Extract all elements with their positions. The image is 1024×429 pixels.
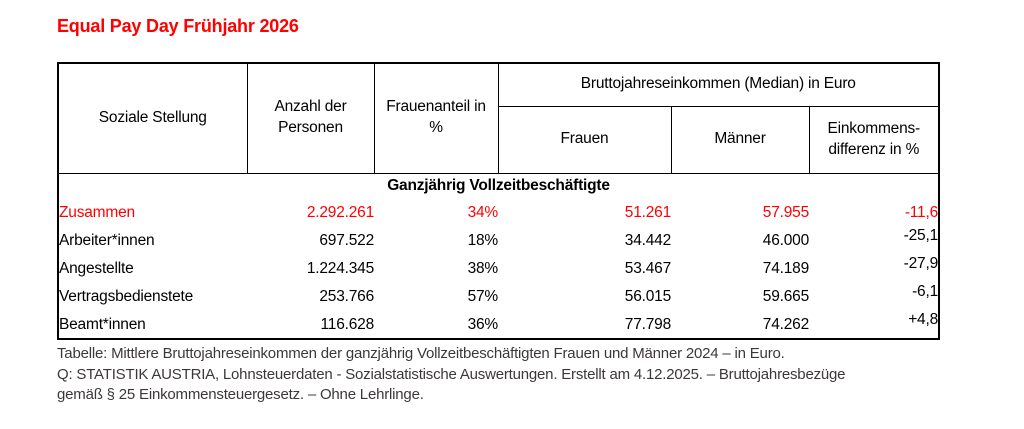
footnote-line: Tabelle: Mittlere Bruttojahreseinkommen …	[57, 345, 785, 362]
cell-diff: +4,8	[908, 310, 938, 328]
cell-men: 74.189	[762, 260, 809, 277]
header-social-status: Soziale Stellung	[57, 62, 248, 174]
cell-share: 18%	[467, 232, 499, 249]
cell-label: Zusammen	[59, 204, 135, 221]
cell-count: 2.292.261	[306, 204, 374, 221]
cell-men: 46.000	[762, 232, 809, 249]
cell-label: Vertragsbedienstete	[59, 288, 194, 305]
cell-women: 77.798	[624, 315, 671, 333]
table-row-zusammen: Zusammen 2.292.261 34% 51.261 57.955 -11…	[58, 199, 939, 227]
cell-share: 57%	[467, 288, 499, 305]
cell-men: 74.262	[762, 315, 809, 333]
cell-label: Beamt*innen	[59, 315, 146, 333]
cell-men: 57.955	[762, 204, 809, 221]
header-men: Männer	[670, 105, 810, 174]
cell-share: 36%	[467, 315, 499, 333]
income-table: Soziale Stellung Anzahl der Personen Fra…	[57, 62, 940, 340]
header-women: Frauen	[497, 105, 672, 174]
table-header: Soziale Stellung Anzahl der Personen Fra…	[57, 62, 940, 174]
table-row-angestellte: Angestellte 1.224.345 38% 53.467 74.189 …	[58, 255, 939, 283]
table-row-beamte: Beamt*innen 116.628 36% 77.798 74.262 +4…	[58, 311, 939, 339]
cell-women: 56.015	[624, 288, 671, 305]
section-header-row: Ganzjährig Vollzeitbeschäftigte	[58, 173, 939, 199]
cell-diff: -6,1	[912, 283, 938, 300]
cell-label: Angestellte	[59, 260, 134, 277]
cell-count: 253.766	[319, 288, 374, 305]
header-person-count: Anzahl der Personen	[246, 62, 375, 174]
header-income-diff: Einkommens-differenz in %	[808, 105, 940, 174]
cell-men: 59.665	[762, 288, 809, 305]
cell-share: 34%	[467, 204, 499, 221]
cell-count: 1.224.345	[306, 260, 374, 277]
footnote-line: gemäß § 25 Einkommensteuergesetz. – Ohne…	[57, 386, 424, 403]
footnotes: Tabelle: Mittlere Bruttojahreseinkommen …	[57, 344, 846, 406]
cell-women: 34.442	[624, 232, 671, 249]
cell-label: Arbeiter*innen	[59, 232, 155, 249]
cell-diff: -11,6	[904, 204, 938, 221]
table-row-vertragsbedienstete: Vertragsbedienstete 253.766 57% 56.015 5…	[58, 283, 939, 311]
cell-share: 38%	[467, 260, 499, 277]
cell-diff: -25,1	[903, 227, 939, 244]
header-women-share: Frauenanteil in %	[373, 62, 499, 174]
footnote-line: Q: STATISTIK AUSTRIA, Lohnsteuerdaten - …	[57, 365, 846, 383]
cell-count: 116.628	[320, 315, 375, 333]
section-header-label: Ganzjährig Vollzeitbeschäftigte	[387, 177, 610, 195]
cell-diff: -27,9	[903, 255, 939, 272]
cell-count: 697.522	[319, 232, 374, 249]
page-title: Equal Pay Day Frühjahr 2026	[57, 16, 299, 36]
table-row-arbeiter: Arbeiter*innen 697.522 18% 34.442 46.000…	[58, 227, 939, 255]
cell-women: 51.261	[624, 204, 671, 221]
cell-women: 53.467	[624, 260, 671, 277]
table-body: Ganzjährig Vollzeitbeschäftigte Zusammen…	[58, 173, 939, 339]
header-income-group: Bruttojahreseinkommen (Median) in Euro	[497, 62, 940, 107]
